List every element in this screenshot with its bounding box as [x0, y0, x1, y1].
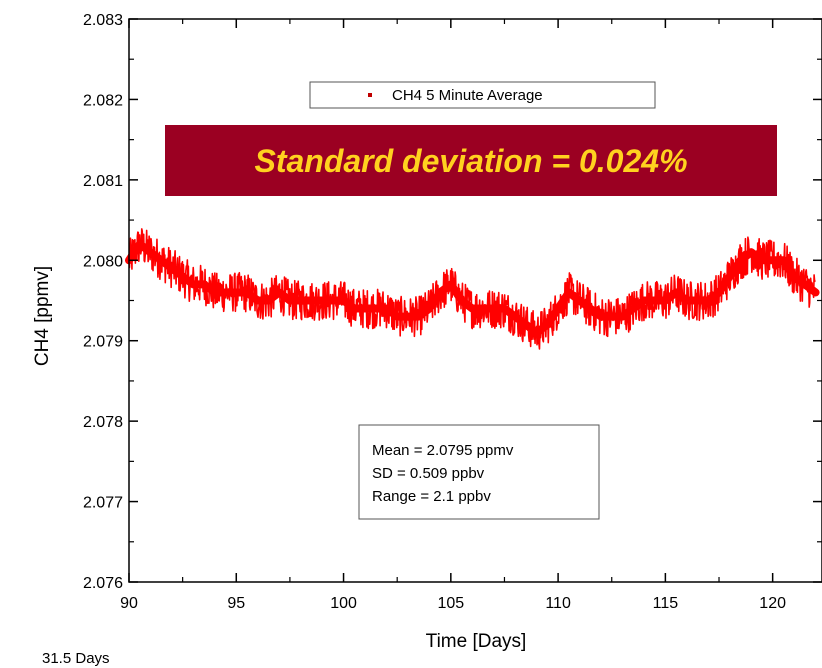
x-tick-label: 90 [120, 595, 138, 612]
stats-mean: Mean = 2.0795 ppmv [372, 442, 514, 459]
data-layer [125, 228, 820, 350]
legend-label: CH4 5 Minute Average [392, 87, 543, 104]
banner-box [165, 125, 777, 196]
x-tick-label: 110 [545, 595, 571, 612]
x-tick-label: 120 [759, 595, 786, 612]
y-axis-title: CH4 [ppmv] [32, 266, 53, 366]
y-tick-label: 2.082 [83, 92, 123, 109]
stats-range: Range = 2.1 ppbv [372, 488, 491, 505]
y-tick-label: 2.077 [83, 495, 123, 512]
y-tick-label: 2.080 [83, 253, 123, 270]
series-0-noise [128, 228, 816, 350]
y-tick-label: 2.083 [83, 12, 123, 29]
x-axis-title: Time [Days] [426, 631, 527, 652]
banner: Standard deviation = 0.024% [165, 125, 777, 196]
footnote: 31.5 Days [42, 650, 110, 667]
stats-box-frame [358, 424, 600, 520]
x-tick-label: 100 [330, 595, 357, 612]
series-0-line [125, 240, 820, 337]
y-tick-label: 2.079 [83, 334, 123, 351]
stats-sd: SD = 0.509 ppbv [372, 465, 485, 482]
legend-box [309, 81, 656, 109]
stats-box: Mean = 2.0795 ppmv SD = 0.509 ppbv Range… [358, 424, 600, 520]
x-tick-label: 115 [653, 595, 679, 612]
x-tick-label: 95 [227, 595, 245, 612]
legend-marker [368, 93, 372, 97]
y-tick-label: 2.078 [83, 414, 123, 431]
y-tick-label: 2.076 [83, 575, 123, 592]
x-tick-label: 105 [437, 595, 464, 612]
legend: CH4 5 Minute Average [309, 81, 656, 109]
y-tick-label: 2.081 [83, 173, 123, 190]
banner-text: Standard deviation = 0.024% [254, 143, 687, 179]
ticks-layer: 90 95 100 105 110 115 120 2.076 2.077 2.078 2.079 2… [83, 12, 822, 612]
